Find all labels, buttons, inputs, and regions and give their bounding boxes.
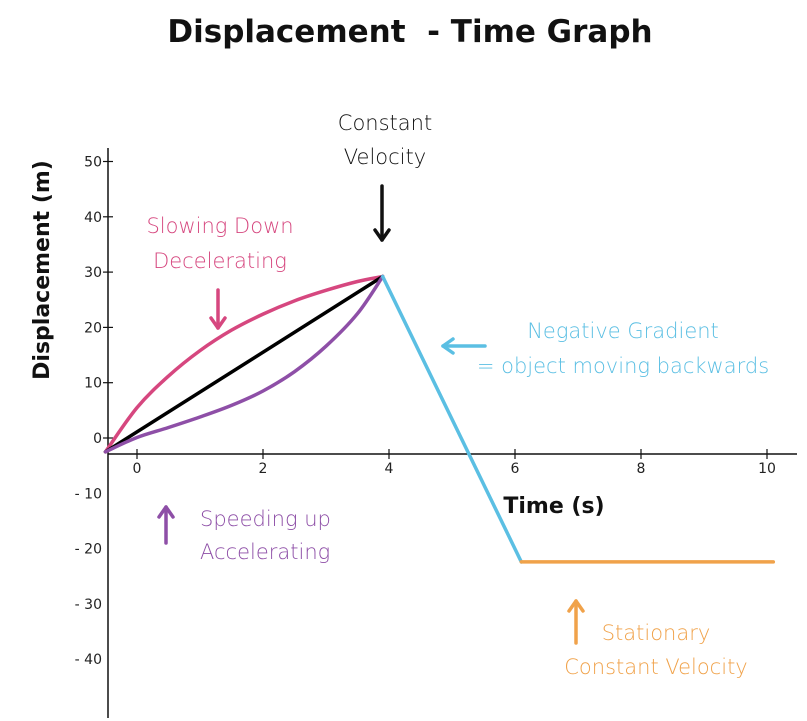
annotation-constant: Constant Velocity — [338, 111, 432, 242]
annotation-text: Stationary — [602, 621, 711, 645]
y-tick-label: 10 — [84, 376, 102, 392]
y-tick-label: 0 — [93, 431, 102, 447]
annotation-text: Decelerating — [153, 249, 287, 273]
series-group — [103, 274, 776, 564]
arrow-head-icon — [157, 505, 175, 519]
annotations: Constant Velocity Slowing Down Decelerating… — [146, 111, 769, 679]
annotation-text: Negative Gradient — [527, 319, 719, 343]
series-slowing-down-decelerating — [103, 274, 385, 454]
x-tick-label: 8 — [637, 461, 646, 477]
annotation-text: Velocity — [344, 145, 426, 169]
arrow-head-icon — [567, 599, 585, 613]
series-constant-velocity — [103, 274, 385, 454]
arrow-head-icon — [373, 228, 391, 242]
annotation-text: = object moving backwards — [477, 354, 769, 378]
annotation-stationary: Stationary Constant Velocity — [564, 599, 748, 679]
y-tick-label: 30 — [84, 265, 102, 281]
x-axis-title: Time (s) — [503, 494, 604, 519]
arrow-head-icon — [209, 316, 227, 330]
y-tick-label: 50 — [84, 155, 102, 171]
annotation-text: Constant — [338, 111, 432, 135]
y-tick-label: - 10 — [75, 486, 102, 502]
y-ticks: 50 40 30 20 10 0 - 10 - 20 - 30 - 40 — [75, 155, 113, 668]
x-tick-label: 4 — [385, 461, 394, 477]
chart-title: Displacement - Time Graph — [167, 14, 652, 50]
x-tick-label: 2 — [259, 461, 268, 477]
x-tick-label: 0 — [133, 461, 142, 477]
y-tick-label: - 30 — [75, 597, 102, 613]
arrow-head-icon — [441, 337, 455, 355]
y-tick-label: - 40 — [75, 652, 102, 668]
annotation-text: Accelerating — [200, 540, 330, 564]
x-ticks: 0 2 4 6 8 10 — [133, 449, 776, 477]
series-negative-gradient — [380, 274, 524, 564]
axes — [107, 148, 797, 718]
annotation-slowing-down: Slowing Down Decelerating — [146, 214, 294, 330]
y-axis-title: Displacement (m) — [30, 160, 55, 380]
series-speeding-up-accelerating — [103, 274, 385, 454]
annotation-negative-gradient: Negative Gradient = object moving backwar… — [441, 319, 769, 378]
annotation-text: Constant Velocity — [564, 655, 747, 679]
annotation-speeding-up: Speeding up Accelerating — [157, 505, 331, 564]
x-tick-label: 6 — [511, 461, 520, 477]
annotation-text: Slowing Down — [146, 214, 293, 238]
y-tick-label: - 20 — [75, 542, 102, 558]
y-tick-label: 20 — [84, 320, 102, 336]
y-tick-label: 40 — [84, 210, 102, 226]
annotation-text: Speeding up — [200, 507, 331, 531]
x-tick-label: 10 — [758, 461, 776, 477]
